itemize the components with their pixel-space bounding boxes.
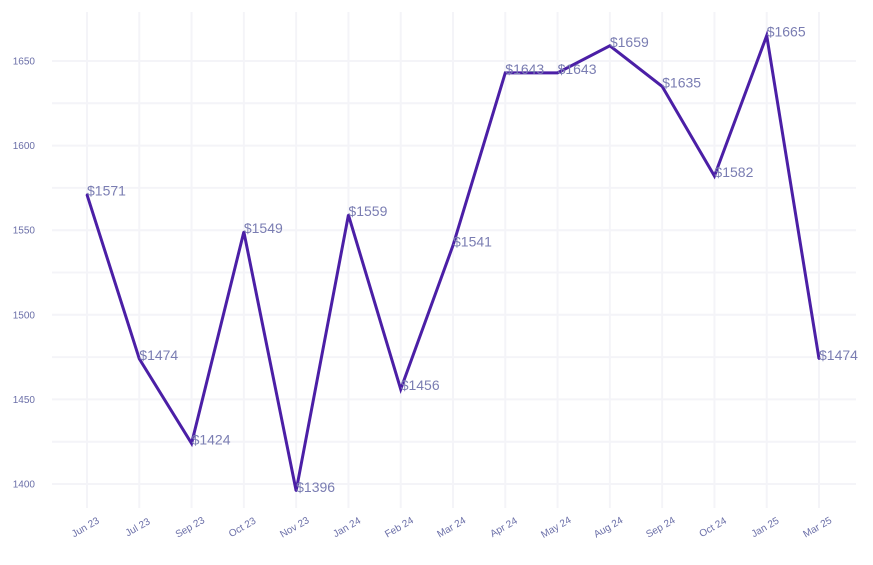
data-point xyxy=(660,85,664,88)
x-tick-label: May 24 xyxy=(539,515,573,541)
data-point xyxy=(713,174,716,178)
y-tick-label: 1450 xyxy=(13,395,36,406)
data-point xyxy=(451,244,455,247)
data-point xyxy=(556,71,559,75)
data-point xyxy=(765,34,768,37)
data-label: $1571 xyxy=(87,183,126,199)
x-axis-ticks: Jun 23 Jul 23 Sep 23 Oct 23 Nov 23 Jan 24 Feb … xyxy=(70,515,834,541)
x-tick-label: Oct 24 xyxy=(698,515,729,539)
y-tick-label: 1600 xyxy=(13,141,36,152)
x-tick-label: Aug 24 xyxy=(592,515,625,541)
data-label: $1665 xyxy=(767,24,806,40)
x-tick-label: Mar 25 xyxy=(802,515,835,540)
data-label: $1643 xyxy=(558,61,597,77)
series-line-layer xyxy=(85,29,821,492)
y-axis-ticks: 1400 1450 1500 1550 1600 1650 xyxy=(13,57,36,491)
x-tick-label: Apr 24 xyxy=(489,515,520,539)
data-label: $1424 xyxy=(192,431,231,447)
x-tick-label: Jan 24 xyxy=(331,515,363,540)
data-label: $1643 xyxy=(505,61,544,77)
x-tick-label: Jun 23 xyxy=(70,515,102,540)
data-point xyxy=(242,230,246,234)
y-tick-label: 1550 xyxy=(13,226,36,237)
data-point xyxy=(138,357,141,360)
data-point xyxy=(817,357,821,360)
data-point xyxy=(399,388,402,391)
data-point xyxy=(608,44,612,47)
grid-layer xyxy=(52,12,856,508)
x-tick-label: Oct 23 xyxy=(227,515,258,539)
data-point xyxy=(85,193,89,196)
data-label: $1549 xyxy=(244,220,283,236)
x-tick-label: Sep 23 xyxy=(174,515,207,541)
x-tick-label: Mar 24 xyxy=(436,515,469,540)
x-tick-label: Feb 24 xyxy=(383,515,416,540)
data-label: $1474 xyxy=(139,347,178,363)
x-tick-label: Jul 23 xyxy=(124,516,153,539)
data-label: $1456 xyxy=(401,377,440,393)
x-tick-label: Sep 24 xyxy=(644,515,677,541)
data-label: $1396 xyxy=(296,479,335,495)
data-label: $1582 xyxy=(714,164,753,180)
data-point xyxy=(504,71,507,75)
data-label: $1635 xyxy=(662,74,701,90)
data-point xyxy=(347,213,350,217)
y-tick-label: 1650 xyxy=(13,57,36,68)
x-tick-label: Jan 25 xyxy=(750,515,782,540)
data-point xyxy=(190,442,193,445)
data-point xyxy=(294,489,298,492)
x-tick-label: Nov 23 xyxy=(278,515,311,541)
data-label: $1541 xyxy=(453,233,492,249)
data-label: $1559 xyxy=(348,203,387,219)
data-label: $1474 xyxy=(819,347,858,363)
y-tick-label: 1500 xyxy=(13,310,36,321)
data-label: $1659 xyxy=(610,34,649,50)
data-label-layer: $1571 $1474 $1424 $1549 $1396 $1559 $1456 $1541… xyxy=(87,24,858,495)
y-tick-label: 1400 xyxy=(13,480,36,491)
